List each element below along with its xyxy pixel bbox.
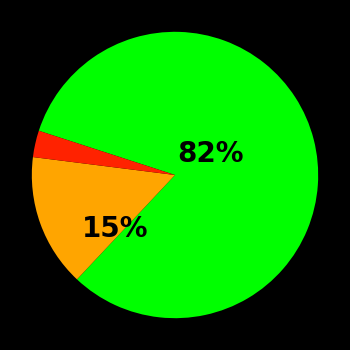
Wedge shape xyxy=(33,131,175,175)
Text: 82%: 82% xyxy=(177,140,244,168)
Wedge shape xyxy=(39,32,318,318)
Text: 15%: 15% xyxy=(82,215,148,243)
Wedge shape xyxy=(32,157,175,279)
